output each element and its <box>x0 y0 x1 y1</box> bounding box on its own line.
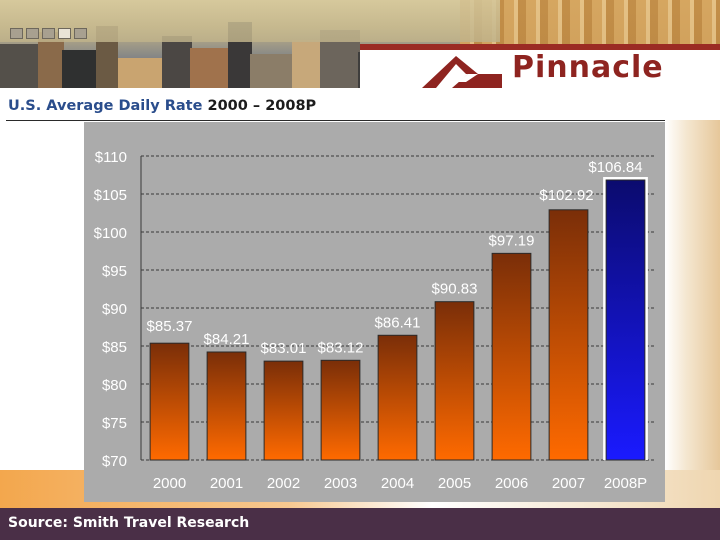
y-tick-label: $75 <box>102 415 127 432</box>
nav-dot[interactable] <box>42 28 55 39</box>
skyline-building <box>62 50 98 88</box>
data-label: $102.92 <box>539 187 593 204</box>
title-underline <box>6 120 716 121</box>
skyline-building <box>0 44 40 88</box>
projected-bar <box>605 179 646 461</box>
brand-name: Pinnacle <box>512 50 664 85</box>
bar <box>491 252 532 461</box>
nav-dots <box>10 28 87 39</box>
x-axis-ticks: 2000 2001 2002 2003 2004 2005 2006 2007 2008P <box>153 475 647 492</box>
bar <box>320 359 361 461</box>
bar-chart-svg: $70 $75 $80 $85 $90 $95 $100 $105 $110 $85.37 $84… <box>94 149 654 492</box>
data-label: $90.83 <box>432 281 478 298</box>
skyline-building <box>190 48 230 88</box>
data-label: $85.37 <box>147 318 193 335</box>
nav-dot[interactable] <box>26 28 39 39</box>
skyline-building <box>118 58 164 88</box>
bar <box>548 209 589 461</box>
y-tick-label: $95 <box>102 263 127 280</box>
data-label: $97.19 <box>489 232 535 249</box>
y-tick-label: $100 <box>94 225 127 242</box>
x-tick-label: 2007 <box>552 475 585 492</box>
x-tick-label: 2008P <box>604 475 647 492</box>
data-label: $106.84 <box>588 159 642 176</box>
data-labels: $85.37 $84.21 $83.01 $83.12 $86.41 $90.83 $97.… <box>147 159 643 357</box>
y-tick-label: $80 <box>102 377 127 394</box>
bar <box>377 334 418 461</box>
x-tick-label: 2004 <box>381 475 414 492</box>
y-tick-label: $70 <box>102 453 127 470</box>
skyline-building <box>292 40 322 88</box>
x-tick-label: 2005 <box>438 475 471 492</box>
slide-title: U.S. Average Daily Rate 2000 – 2008P <box>8 98 316 114</box>
nav-dot[interactable] <box>58 28 71 39</box>
nav-dot[interactable] <box>10 28 23 39</box>
skyline-building <box>162 36 192 88</box>
bar <box>149 342 190 461</box>
brand-red-rule <box>360 44 720 50</box>
y-tick-label: $90 <box>102 301 127 318</box>
x-tick-label: 2000 <box>153 475 186 492</box>
bar <box>206 351 247 461</box>
brand-band: Pinnacle <box>360 44 720 88</box>
y-tick-label: $110 <box>95 149 127 166</box>
side-decoration <box>665 120 720 470</box>
data-label: $83.12 <box>318 339 364 356</box>
footer-bar: Source: Smith Travel Research <box>0 508 720 540</box>
pinnacle-logo-icon <box>422 56 502 88</box>
slide-title-range: 2000 – 2008P <box>207 98 317 114</box>
x-tick-label: 2003 <box>324 475 357 492</box>
x-tick-label: 2002 <box>267 475 300 492</box>
data-label: $86.41 <box>375 314 421 331</box>
slide-title-prefix: U.S. Average Daily Rate <box>8 98 208 114</box>
bar <box>263 360 304 461</box>
source-note: Source: Smith Travel Research <box>8 515 250 531</box>
skyline-building <box>250 54 294 88</box>
x-tick-label: 2006 <box>495 475 528 492</box>
adr-bar-chart: $70 $75 $80 $85 $90 $95 $100 $105 $110 $85.37 $84… <box>84 122 665 502</box>
y-axis-ticks: $70 $75 $80 $85 $90 $95 $100 $105 $110 <box>94 149 127 470</box>
bars <box>149 177 648 461</box>
nav-dot[interactable] <box>74 28 87 39</box>
x-tick-label: 2001 <box>210 475 243 492</box>
bar <box>434 301 475 461</box>
y-tick-label: $85 <box>102 339 127 356</box>
data-label: $83.01 <box>261 340 307 357</box>
header-banner: Pinnacle <box>0 0 720 88</box>
data-label: $84.21 <box>204 331 250 348</box>
y-tick-label: $105 <box>94 187 127 204</box>
